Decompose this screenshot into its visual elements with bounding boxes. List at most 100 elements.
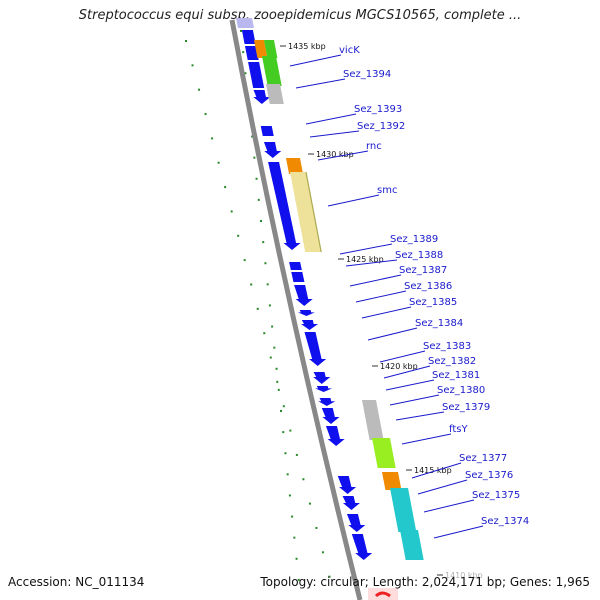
gene-shape[interactable] xyxy=(263,142,282,158)
gene-shape[interactable] xyxy=(294,285,313,306)
gene-shape[interactable] xyxy=(297,310,315,316)
dotted-guides xyxy=(185,30,331,581)
gene-shape[interactable] xyxy=(325,426,345,446)
gene-shape[interactable] xyxy=(346,514,366,532)
guide-dot xyxy=(224,186,227,189)
gene-shape[interactable] xyxy=(244,46,259,60)
kbp-ticks: 1435 kbp 1430 kbp 1425 kbp 1420 kbp 1415 kbp… xyxy=(280,42,483,580)
label-leader-line xyxy=(395,411,445,421)
gene-label-sez_1382[interactable]: Sez_1382 xyxy=(428,356,476,367)
cog-band xyxy=(264,40,278,58)
gene-label-sez_1392[interactable]: Sez_1392 xyxy=(357,121,405,132)
guide-dot xyxy=(253,156,256,159)
gene-shape[interactable] xyxy=(321,408,340,424)
guide-dot xyxy=(260,220,262,222)
label-leader-line xyxy=(349,274,402,287)
gene-shape[interactable] xyxy=(248,62,265,88)
gene-label-sez_1380[interactable]: Sez_1380 xyxy=(437,385,485,396)
guide-dot xyxy=(277,388,280,391)
gene-track[interactable] xyxy=(241,30,373,560)
gene-shape[interactable] xyxy=(253,90,271,104)
offscreen-gene-top xyxy=(236,18,254,28)
guide-dot xyxy=(217,161,220,164)
gene-label-sez_1389[interactable]: Sez_1389 xyxy=(390,234,438,245)
gene-label-sez_1394[interactable]: Sez_1394 xyxy=(343,69,391,80)
topology-info: Topology: circular; Length: 2,024,171 bp… xyxy=(260,575,590,589)
gene-label-smc[interactable]: smc xyxy=(377,185,397,196)
guide-dot xyxy=(273,346,276,349)
gene-label-ftsy[interactable]: ftsY xyxy=(449,424,468,435)
guide-dot xyxy=(268,304,271,307)
gene-label-vick[interactable]: vicK xyxy=(339,45,360,56)
cog-band xyxy=(286,158,304,174)
guide-dot xyxy=(185,40,187,42)
gene-shape[interactable] xyxy=(351,534,373,560)
kbp-tick-label: 1415 kbp xyxy=(414,466,452,475)
kbp-tick-label: 1420 kbp xyxy=(380,362,418,371)
guide-dot xyxy=(211,137,214,140)
gene-label-sez_1376[interactable]: Sez_1376 xyxy=(465,470,513,481)
gene-shape[interactable] xyxy=(342,496,360,510)
gene-shape[interactable] xyxy=(301,320,319,330)
gene-label-rnc[interactable]: rnc xyxy=(366,141,382,152)
gene-shape[interactable] xyxy=(291,272,305,282)
gene-shape[interactable] xyxy=(241,30,256,44)
guide-dot xyxy=(269,356,272,359)
cog-band xyxy=(254,40,268,58)
guide-dot xyxy=(280,410,282,412)
guide-dot xyxy=(256,307,259,310)
gene-label-sez_1388[interactable]: Sez_1388 xyxy=(395,250,443,261)
gene-label-sez_1377[interactable]: Sez_1377 xyxy=(459,453,507,464)
label-leader-line xyxy=(401,433,452,445)
gene-shape[interactable] xyxy=(313,372,331,384)
guide-dot xyxy=(276,380,279,383)
gene-shape[interactable] xyxy=(289,262,302,270)
guide-dot xyxy=(230,210,233,213)
gene-shape[interactable] xyxy=(315,386,333,392)
guide-dot xyxy=(271,325,274,328)
gene-label-sez_1383[interactable]: Sez_1383 xyxy=(423,341,471,352)
label-leader-line xyxy=(423,499,475,513)
accession-label: Accession: xyxy=(8,575,72,589)
kbp-tick-label: 1430 kbp xyxy=(316,150,354,159)
gene-shape[interactable] xyxy=(268,162,301,250)
cog-band xyxy=(390,488,417,532)
label-leader-line xyxy=(417,479,468,495)
label-leader-line xyxy=(309,130,360,138)
guide-dot xyxy=(297,578,300,581)
guide-dot xyxy=(257,198,260,201)
guide-dot xyxy=(282,431,285,434)
guide-dot xyxy=(321,551,324,554)
cog-band xyxy=(362,400,384,440)
guide-dot xyxy=(240,30,242,32)
cog-band xyxy=(290,172,322,252)
gene-label-sez_1381[interactable]: Sez_1381 xyxy=(432,370,480,381)
accession-line: Accession: NC_011134 xyxy=(8,575,144,589)
label-leader-line xyxy=(339,243,393,255)
guide-dot xyxy=(275,367,278,370)
label-leader-line xyxy=(433,525,484,539)
cog-band xyxy=(382,472,402,490)
gene-shape[interactable] xyxy=(337,476,357,494)
label-leader-line xyxy=(327,194,380,207)
label-leader-line xyxy=(361,306,412,319)
gene-label-sez_1387[interactable]: Sez_1387 xyxy=(399,265,447,276)
gene-label-sez_1384[interactable]: Sez_1384 xyxy=(415,318,463,329)
guide-dot xyxy=(315,526,318,529)
gene-label-sez_1386[interactable]: Sez_1386 xyxy=(404,281,452,292)
backbone-line xyxy=(229,19,363,600)
gene-shape[interactable] xyxy=(304,332,327,366)
guide-dot xyxy=(284,452,287,455)
gene-shape[interactable] xyxy=(260,126,274,136)
gene-label-sez_1374[interactable]: Sez_1374 xyxy=(481,516,529,527)
gene-label-sez_1385[interactable]: Sez_1385 xyxy=(409,297,457,308)
label-leader-line xyxy=(289,54,342,67)
gene-shape[interactable] xyxy=(318,398,336,406)
label-leader-line xyxy=(389,394,440,406)
gene-label-sez_1379[interactable]: Sez_1379 xyxy=(442,402,490,413)
gene-label-sez_1375[interactable]: Sez_1375 xyxy=(472,490,520,501)
gene-label-sez_1393[interactable]: Sez_1393 xyxy=(354,104,402,115)
map-title: Streptococcus equi subsp. zooepidemicus … xyxy=(78,8,522,23)
